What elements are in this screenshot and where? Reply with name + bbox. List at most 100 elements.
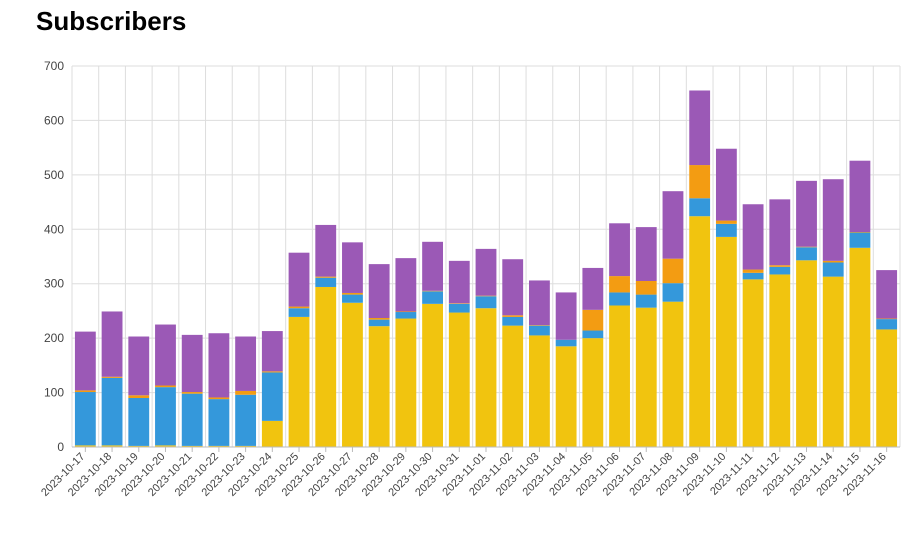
bar-segment-purple [529, 280, 550, 326]
bar-segment-blue [689, 198, 711, 217]
bar-segment-blue [609, 292, 630, 306]
bar-segment-yellow [235, 445, 257, 447]
bar-segment-blue [448, 303, 470, 313]
bar-segment-orange [128, 395, 150, 399]
bar-segment-orange [101, 376, 123, 378]
bar-segment-yellow [609, 305, 630, 447]
bar-segment-yellow [395, 318, 417, 447]
bar-segment-yellow [742, 279, 764, 447]
bar-segment-purple [742, 204, 764, 270]
y-tick-label: 500 [44, 168, 64, 182]
bar-segment-blue [101, 377, 123, 446]
bar-segment-orange [822, 260, 844, 263]
bar-segment-blue [529, 325, 550, 336]
y-tick-label: 0 [57, 440, 64, 454]
bar-segment-blue [796, 247, 817, 261]
bar-segment-orange [261, 371, 283, 373]
bar-segment-yellow [342, 302, 363, 447]
bar-segment-yellow [448, 312, 470, 447]
bar-segment-blue [155, 387, 176, 446]
bar-segment-orange [315, 276, 337, 278]
bar-segment-orange [742, 269, 764, 273]
bar-segment-yellow [261, 420, 283, 447]
bar-segment-orange [502, 315, 524, 317]
bar-segment-orange [715, 220, 737, 224]
bar-segment-purple [502, 259, 524, 316]
bar-segment-purple [342, 242, 363, 293]
bar-segment-purple [261, 331, 283, 372]
bar-segment-yellow [288, 316, 310, 447]
bar-segment-blue [422, 291, 443, 304]
bar-segment-yellow [155, 445, 176, 447]
bar-segment-purple [368, 264, 390, 319]
bar-segment-orange [342, 292, 363, 295]
bar-segment-purple [74, 331, 96, 391]
bar-segment-yellow [582, 338, 604, 447]
bar-segment-blue [742, 272, 764, 280]
bar-segment-purple [155, 324, 176, 386]
y-tick-label: 100 [44, 386, 64, 400]
bar-segment-yellow [822, 276, 844, 447]
bar-segment-purple [288, 252, 310, 307]
bar-segment-yellow [315, 286, 337, 447]
bar-segment-yellow [769, 274, 791, 447]
bar-segment-yellow [422, 303, 443, 447]
bar-segment-yellow [368, 326, 390, 447]
bar-segment-purple [769, 199, 791, 266]
bar-segment-purple [235, 336, 257, 391]
bar-segment-orange [155, 385, 176, 388]
bar-segment-orange [582, 309, 604, 331]
bar-segment-blue [342, 294, 363, 303]
bar-segment-yellow [796, 260, 817, 447]
bar-segment-blue [715, 223, 737, 237]
bars-layer [74, 90, 898, 447]
bar-segment-purple [849, 160, 871, 233]
chart-title: Subscribers [36, 6, 187, 36]
y-tick-label: 200 [44, 331, 64, 345]
bar-segment-blue [662, 283, 684, 302]
bar-segment-yellow [181, 445, 203, 447]
bar-segment-purple [796, 180, 817, 247]
bar-segment-orange [181, 392, 203, 394]
bar-segment-orange [529, 325, 550, 326]
bar-segment-blue [315, 277, 337, 287]
bar-segment-purple [448, 260, 470, 304]
bar-segment-blue [261, 372, 283, 421]
bar-segment-blue [368, 319, 390, 327]
bar-segment-yellow [208, 445, 230, 447]
bar-segment-orange [448, 303, 470, 304]
bar-segment-blue [475, 296, 497, 309]
bar-segment-orange [769, 265, 791, 267]
bar-segment-orange [422, 290, 443, 292]
bar-segment-blue [849, 232, 871, 248]
bar-segment-orange [395, 311, 417, 313]
bar-segment-orange [475, 295, 497, 297]
bar-segment-purple [315, 224, 337, 277]
bar-segment-orange [208, 397, 230, 400]
bar-segment-purple [208, 333, 230, 398]
bar-segment-yellow [849, 247, 871, 447]
bar-segment-purple [101, 311, 123, 377]
bar-segment-blue [582, 330, 604, 339]
bar-segment-orange [662, 258, 684, 284]
bar-segment-orange [635, 280, 657, 295]
bar-segment-orange [849, 232, 871, 233]
bar-segment-blue [635, 294, 657, 308]
bar-segment-blue [555, 339, 577, 347]
bar-segment-blue [288, 308, 310, 317]
bar-segment-orange [235, 390, 257, 395]
bar-segment-yellow [555, 346, 577, 447]
y-tick-label: 600 [44, 113, 64, 127]
bar-segment-orange [288, 306, 310, 309]
bar-segment-blue [876, 319, 898, 330]
bar-segment-yellow [635, 307, 657, 447]
bar-segment-blue [128, 398, 150, 446]
bar-segment-blue [74, 392, 96, 446]
bar-segment-orange [74, 390, 96, 393]
bar-segment-purple [715, 148, 737, 221]
bar-segment-yellow [475, 308, 497, 447]
bar-segment-purple [635, 227, 657, 281]
bar-segment-purple [475, 248, 497, 296]
bar-segment-purple [609, 223, 630, 277]
